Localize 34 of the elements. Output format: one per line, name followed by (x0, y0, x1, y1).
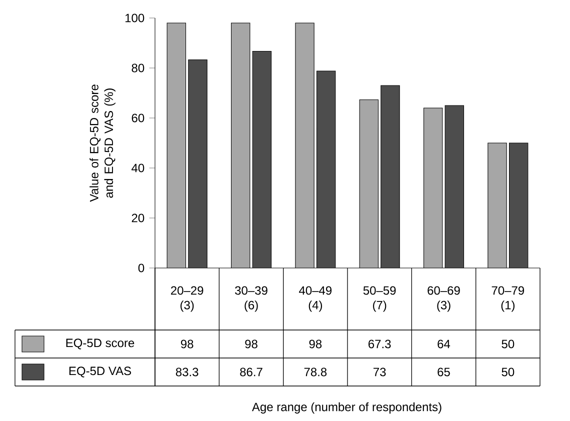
legend-label: EQ-5D VAS (69, 366, 132, 378)
bar (231, 22, 250, 268)
bar (295, 22, 314, 268)
y-axis-title: Value of EQ-5D score and EQ-5D VAS (%) (90, 84, 116, 202)
legend-label: EQ-5D score (66, 338, 134, 350)
data-label: 98 (180, 340, 194, 348)
data-label: 65 (438, 368, 450, 376)
x-tick-label: 50–59 (7) (363, 286, 396, 312)
text: Age range (number of respondents) (252, 402, 442, 414)
bar (488, 142, 507, 268)
bar (360, 100, 378, 268)
data-label: 67.3 (368, 340, 391, 348)
data-label: 78.8 (304, 368, 327, 376)
data-label: 64 (438, 340, 450, 348)
y-tick-label: 40 (132, 164, 144, 172)
y-tick-label: 80 (132, 64, 144, 72)
y-tick-label: 60 (132, 114, 144, 122)
x-tick-label: 60–69 (3) (428, 286, 460, 312)
bar (424, 108, 442, 268)
data-label: 73 (374, 368, 386, 376)
data-label: 50 (502, 340, 514, 348)
data-label: 50 (502, 368, 514, 376)
x-tick-label: 40–49 (4) (299, 286, 332, 312)
bar (167, 22, 186, 268)
x-tick-label: 30–39 (6) (235, 286, 268, 312)
data-label: 83.3 (176, 368, 198, 376)
y-tick-label: 100 (126, 14, 144, 22)
data-label: 98 (309, 340, 322, 348)
y-tick-label: 0 (138, 264, 144, 272)
data-label: 86.7 (240, 368, 262, 376)
data-label: 98 (245, 340, 258, 348)
x-tick-label: 70–79 (1) (492, 286, 524, 312)
y-tick-label: 20 (132, 214, 144, 222)
x-tick-label: 20–29 (3) (171, 286, 204, 312)
